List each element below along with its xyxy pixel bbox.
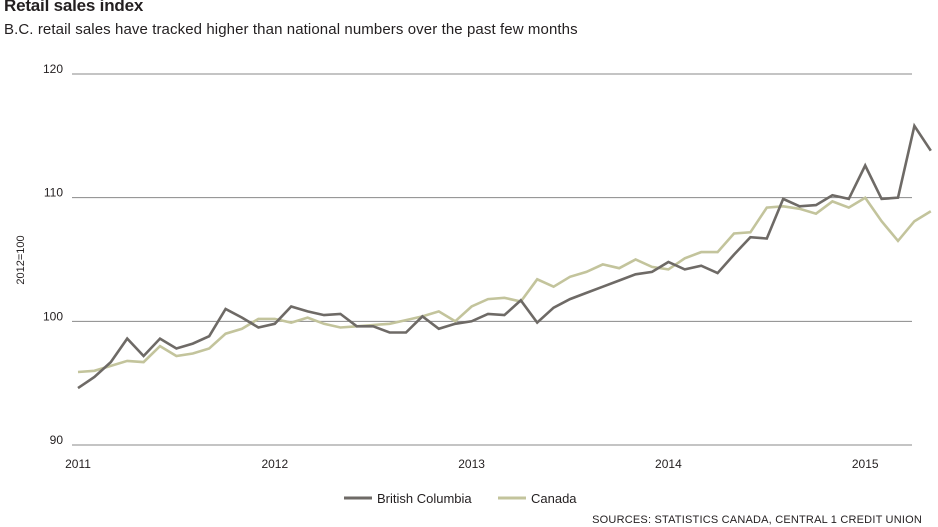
legend-label-bc: British Columbia (377, 491, 472, 506)
y-tick-label: 120 (43, 62, 63, 76)
legend-label-canada: Canada (531, 491, 577, 506)
gridlines (72, 73, 912, 446)
y-axis-label: 2012=100 (15, 235, 27, 284)
chart-subtitle: B.C. retail sales have tracked higher th… (4, 21, 578, 38)
legend: British Columbia Canada (344, 491, 577, 506)
y-tick-label: 90 (50, 433, 64, 447)
chart-title: Retail sales index (4, 0, 144, 15)
x-tick-label: 2012 (261, 457, 288, 471)
y-tick-label: 100 (43, 309, 63, 323)
legend-item-canada: Canada (498, 491, 577, 506)
x-tick-label: 2015 (852, 457, 879, 471)
y-tick-label: 110 (44, 186, 63, 200)
series-lines (77, 122, 932, 390)
series-line-bc (77, 122, 932, 390)
x-tick-label: 2011 (65, 457, 91, 471)
x-tick-label: 2014 (655, 457, 682, 471)
x-tick-label: 2013 (458, 457, 485, 471)
x-axis-ticks: 2011 2012 2013 2014 2015 (65, 457, 879, 471)
legend-item-bc: British Columbia (344, 491, 472, 506)
y-axis-ticks: 90 100 110 120 (43, 62, 63, 447)
source-note: SOURCES: STATISTICS CANADA, CENTRAL 1 CR… (592, 514, 922, 526)
series-line-canada (77, 195, 932, 374)
